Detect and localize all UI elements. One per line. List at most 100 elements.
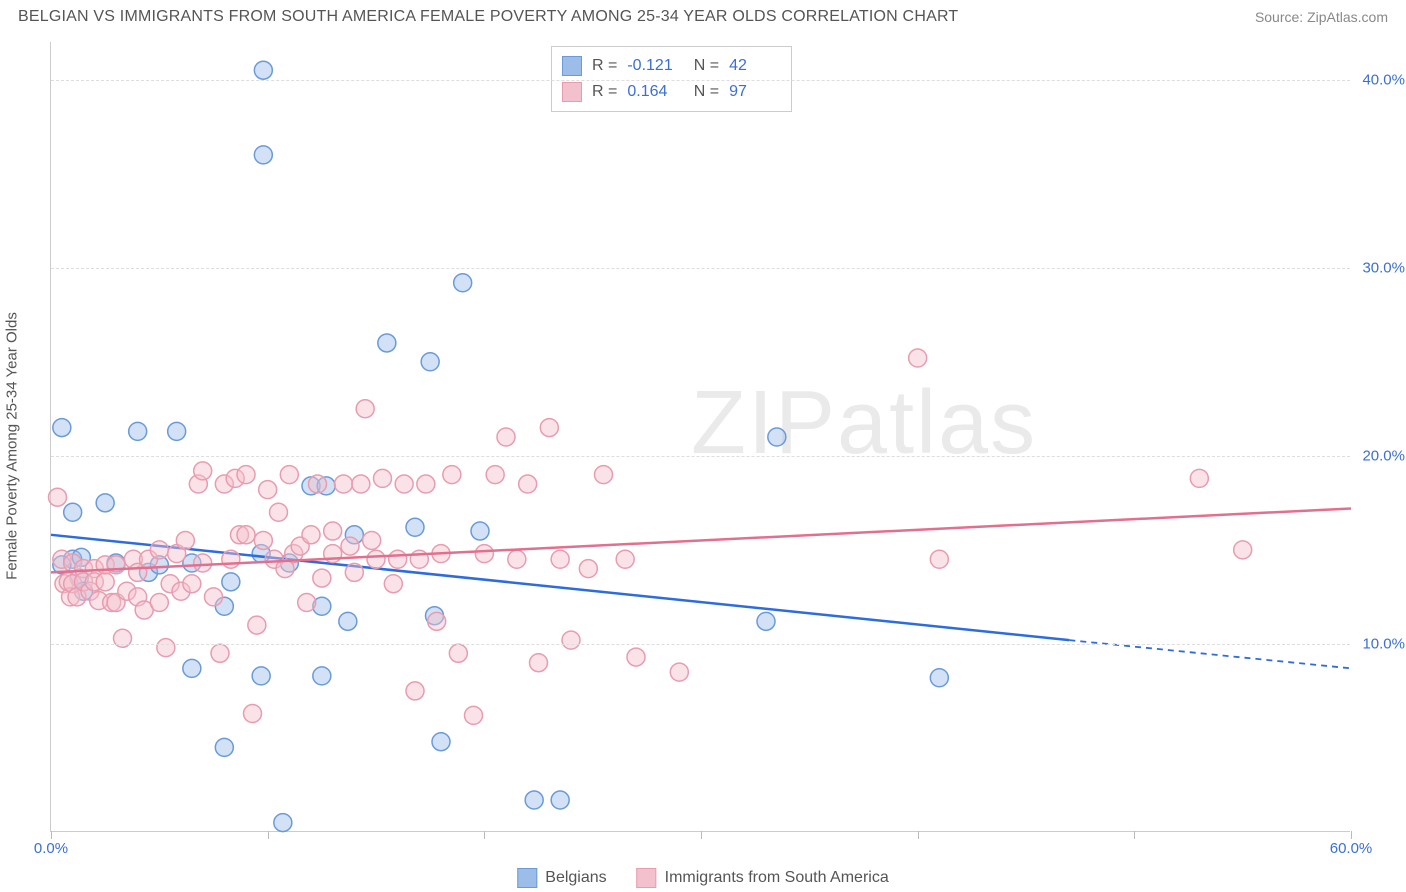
data-point-immigrants: [49, 488, 67, 506]
data-point-immigrants: [519, 475, 537, 493]
gridline: [51, 644, 1350, 645]
data-point-belgians: [313, 667, 331, 685]
r-label: R =: [592, 79, 617, 105]
r-label: R =: [592, 53, 617, 79]
data-point-immigrants: [335, 475, 353, 493]
legend-label: Belgians: [545, 869, 606, 887]
data-point-belgians: [339, 612, 357, 630]
x-tick: [268, 831, 269, 839]
data-point-immigrants: [248, 616, 266, 634]
data-point-immigrants: [562, 631, 580, 649]
data-point-belgians: [254, 61, 272, 79]
data-point-belgians: [768, 428, 786, 446]
r-value: -0.121: [627, 53, 679, 79]
legend-swatch-immigrants: [637, 868, 657, 888]
data-point-immigrants: [395, 475, 413, 493]
legend-label: Immigrants from South America: [665, 869, 889, 887]
data-point-belgians: [930, 669, 948, 687]
n-value: 42: [729, 53, 781, 79]
data-point-immigrants: [627, 648, 645, 666]
data-point-immigrants: [428, 612, 446, 630]
data-point-immigrants: [1190, 469, 1208, 487]
data-point-immigrants: [406, 682, 424, 700]
legend-swatch-belgians: [517, 868, 537, 888]
x-tick: [701, 831, 702, 839]
n-label: N =: [689, 53, 719, 79]
data-point-immigrants: [475, 545, 493, 563]
data-point-immigrants: [909, 349, 927, 367]
x-tick: [484, 831, 485, 839]
data-point-belgians: [222, 573, 240, 591]
data-point-immigrants: [298, 594, 316, 612]
stats-row-immigrants: R =0.164 N =97: [562, 79, 781, 105]
data-point-immigrants: [930, 550, 948, 568]
data-point-immigrants: [237, 466, 255, 484]
data-point-belgians: [168, 422, 186, 440]
data-point-immigrants: [150, 541, 168, 559]
gridline: [51, 80, 1350, 81]
data-point-belgians: [96, 494, 114, 512]
data-point-immigrants: [670, 663, 688, 681]
x-tick-label: 0.0%: [34, 840, 68, 857]
y-axis-title: Female Poverty Among 25-34 Year Olds: [4, 312, 21, 580]
x-tick: [918, 831, 919, 839]
data-point-immigrants: [313, 569, 331, 587]
data-point-immigrants: [1234, 541, 1252, 559]
data-point-immigrants: [244, 705, 262, 723]
data-point-immigrants: [384, 575, 402, 593]
data-point-immigrants: [579, 560, 597, 578]
bottom-legend: Belgians Immigrants from South America: [517, 868, 888, 888]
data-point-belgians: [254, 146, 272, 164]
data-point-immigrants: [183, 575, 201, 593]
data-point-belgians: [252, 667, 270, 685]
data-point-immigrants: [530, 654, 548, 672]
n-label: N =: [689, 79, 719, 105]
data-point-immigrants: [508, 550, 526, 568]
n-value: 97: [729, 79, 781, 105]
data-point-immigrants: [205, 588, 223, 606]
data-point-immigrants: [280, 466, 298, 484]
legend-item-immigrants: Immigrants from South America: [637, 868, 889, 888]
data-point-immigrants: [465, 706, 483, 724]
data-point-immigrants: [356, 400, 374, 418]
y-tick-label: 40.0%: [1362, 71, 1405, 88]
data-point-belgians: [421, 353, 439, 371]
data-point-immigrants: [616, 550, 634, 568]
data-point-immigrants: [443, 466, 461, 484]
stats-row-belgians: R = -0.121 N = 42: [562, 53, 781, 79]
data-point-immigrants: [302, 526, 320, 544]
plot-area: ZIPatlas R =-0.121 N =42R =0.164 N =97 1…: [50, 42, 1350, 832]
x-tick: [51, 831, 52, 839]
data-point-immigrants: [497, 428, 515, 446]
data-point-belgians: [454, 274, 472, 292]
gridline: [51, 268, 1350, 269]
data-point-immigrants: [211, 644, 229, 662]
data-point-belgians: [183, 659, 201, 677]
swatch-belgians: [562, 56, 582, 76]
data-point-immigrants: [363, 531, 381, 549]
data-point-belgians: [215, 738, 233, 756]
data-point-belgians: [525, 791, 543, 809]
x-tick-label: 60.0%: [1330, 840, 1373, 857]
data-point-belgians: [53, 419, 71, 437]
data-point-immigrants: [324, 522, 342, 540]
data-point-immigrants: [254, 531, 272, 549]
data-point-immigrants: [237, 526, 255, 544]
data-point-immigrants: [367, 550, 385, 568]
data-point-immigrants: [341, 537, 359, 555]
data-point-immigrants: [176, 531, 194, 549]
legend-item-belgians: Belgians: [517, 868, 606, 888]
data-point-immigrants: [270, 503, 288, 521]
data-point-immigrants: [540, 419, 558, 437]
scatter-svg: [51, 42, 1351, 832]
data-point-immigrants: [96, 573, 114, 591]
data-point-belgians: [378, 334, 396, 352]
y-tick-label: 20.0%: [1362, 447, 1405, 464]
data-point-immigrants: [551, 550, 569, 568]
data-point-belgians: [64, 503, 82, 521]
data-point-belgians: [406, 518, 424, 536]
data-point-immigrants: [374, 469, 392, 487]
swatch-immigrants: [562, 82, 582, 102]
data-point-immigrants: [194, 554, 212, 572]
data-point-belgians: [757, 612, 775, 630]
